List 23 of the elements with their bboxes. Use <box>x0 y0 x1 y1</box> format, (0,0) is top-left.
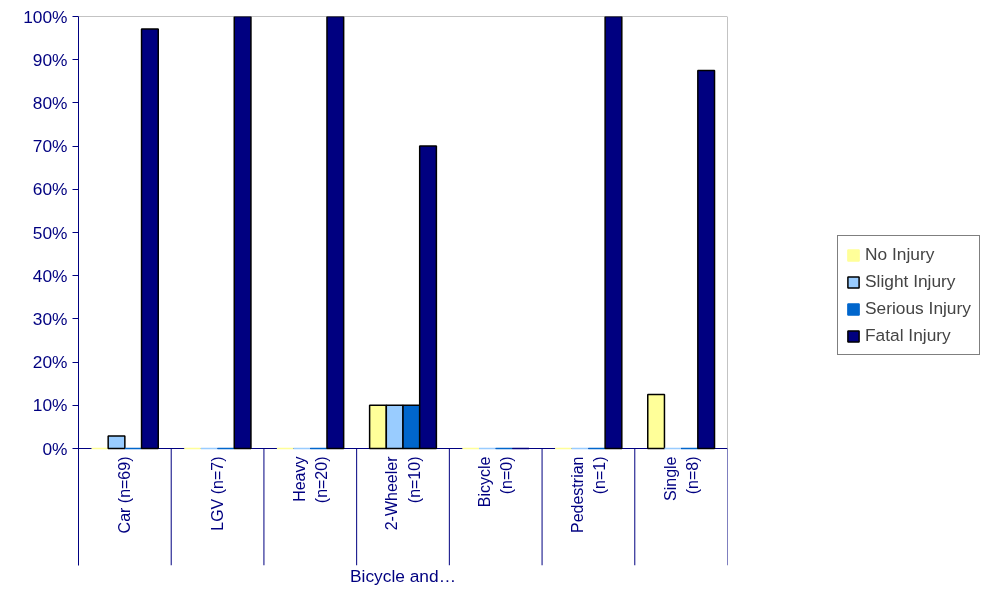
x-tick-label: Heavy (n=20) <box>290 456 330 504</box>
y-tick-label: 50% <box>32 222 68 243</box>
y-tick-label: 10% <box>32 395 68 416</box>
x-tick-label: Bicycle (n=0) <box>476 456 516 508</box>
x-tick-label: LGV (n=7) <box>209 456 227 531</box>
y-tick-label: 20% <box>32 352 68 373</box>
x-tick-label: Car (n=69) <box>116 456 134 534</box>
x-tick-label: Single (n=8) <box>661 456 701 501</box>
y-tick-label: 40% <box>32 265 68 286</box>
y-tick-label: 60% <box>32 179 68 200</box>
x-tick-label: 2-Wheeler (n=10) <box>383 455 423 531</box>
x-axis-title: Bicycle and… <box>350 565 456 586</box>
legend-label: Slight Injury <box>865 271 956 292</box>
y-tick-label: 90% <box>32 49 68 70</box>
legend-label: Fatal Injury <box>865 325 951 346</box>
y-tick-label: 80% <box>32 92 68 113</box>
y-tick-label: 70% <box>32 136 68 157</box>
y-tick-label: 0% <box>42 438 68 459</box>
x-tick-label: Pedestrian (n=1) <box>568 456 608 533</box>
y-tick-label: 30% <box>32 308 68 329</box>
legend-label: No Injury <box>865 244 935 265</box>
y-tick-label: 100% <box>23 6 68 27</box>
legend-label: Serious Injury <box>865 298 971 319</box>
